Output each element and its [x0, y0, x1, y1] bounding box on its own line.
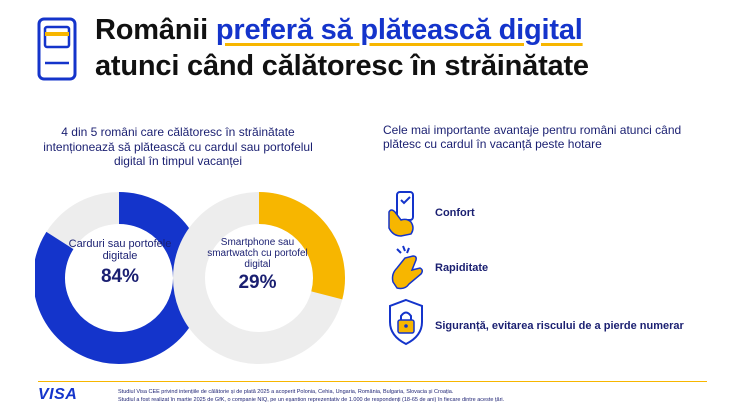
phone-hand-icon	[388, 191, 414, 237]
footnote-line2: Studiul a fost realizat în martie 2025 d…	[118, 396, 505, 403]
donut1-value: 84%	[100, 266, 140, 287]
right-intro-text: Cele mai importante avantaje pentru româ…	[383, 123, 682, 151]
tap-hand-icon	[391, 245, 424, 290]
donut1-label: Carduri sau portofele digitale	[68, 238, 172, 262]
footnote-line1: Studiul Visa CEE privind intențiile de c…	[118, 389, 454, 395]
benefit-label-rapiditate: Rapiditate	[435, 262, 489, 274]
page-subtitle: atunci când călătoresc în străinătate	[95, 50, 589, 82]
footer-divider	[38, 381, 707, 382]
shield-lock-icon	[389, 298, 423, 346]
left-intro-text: 4 din 5 români care călătoresc în străin…	[43, 125, 313, 168]
visa-logo: VISA	[38, 386, 78, 403]
donut1-value-slice	[35, 192, 205, 364]
page-title: Românii preferă să plătească digital	[95, 14, 583, 47]
benefit-label-siguranta: Siguranță, evitarea riscului de a pierde…	[435, 320, 684, 332]
footnote: Studiul Visa CEE privind intențiile de c…	[118, 389, 678, 404]
title-highlight: preferă să plătească digital	[215, 14, 583, 46]
donut-charts	[35, 192, 345, 364]
benefit-label-confort: Confort	[435, 207, 475, 219]
donut2-label: Smartphone sau smartwatch cu portofel di…	[207, 237, 308, 270]
wallet-card-icon	[37, 17, 77, 81]
donut2-value: 29%	[238, 272, 277, 293]
donut2-value-slice	[258, 192, 345, 300]
title-part1: Românii	[95, 14, 216, 46]
